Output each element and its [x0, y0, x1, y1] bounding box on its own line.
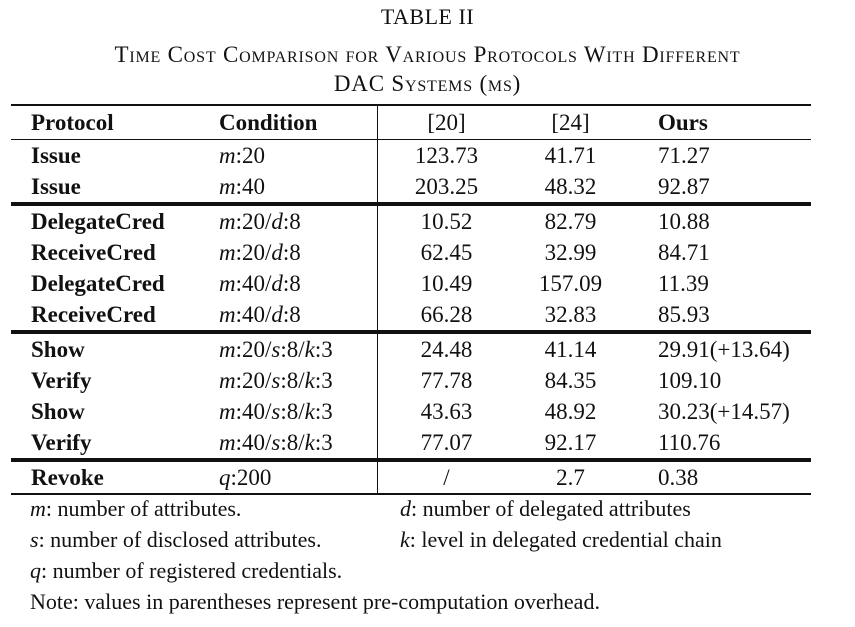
protocol-cell: Show — [11, 330, 219, 365]
ref24-cell: 2.7 — [515, 458, 626, 495]
table-header-row: Protocol Condition [20] [24] Ours — [11, 104, 811, 140]
note-q: q: number of registered credentials. — [30, 558, 343, 583]
ours-cell: 109.10 — [658, 368, 722, 393]
condition-text: q:200 — [219, 465, 272, 490]
protocol-cell: Revoke — [11, 458, 219, 495]
table-row: Revoke q:200 /2.7 0.38 — [11, 458, 811, 495]
table-row: Verify m:20/s:8/k:3 77.78 84.35 109.10 — [11, 365, 811, 396]
ref24-cell: 84.35 — [544, 368, 597, 393]
table-row: Issue m:20 123.73 41.71 71.27 — [11, 139, 811, 172]
ours-cell: 29.91(+13.64) — [626, 330, 811, 365]
table-row: Verify m:40/s:8/k:3 77.07 92.17 110.76 — [11, 427, 811, 460]
condition-text: m:40/s:8/k:3 — [219, 399, 333, 424]
ref24-cell: 32.83 — [544, 302, 597, 327]
caption-line-2: DAC Systems (ms) — [333, 71, 522, 96]
header-condition: Condition — [219, 104, 378, 140]
condition-cell: m:20/d:8 — [219, 237, 378, 268]
ours-cell: 0.38 — [626, 458, 811, 495]
header-ref24: [24] — [515, 104, 626, 140]
ref24-cell: 32.99 — [544, 240, 597, 265]
ours-cell: 30.23(+14.57) — [658, 399, 790, 424]
caption-line-1: Time Cost Comparison for Various Protoco… — [114, 42, 741, 67]
ref20-cell: 123.73 — [377, 139, 515, 171]
condition-text: m:20/d:8 — [219, 240, 301, 265]
protocol-cell: Issue — [31, 143, 81, 168]
condition-cell: m:20 — [219, 140, 378, 172]
condition-cell: q:200 — [219, 458, 378, 495]
note-d: d: number of delegated attributes — [400, 496, 691, 521]
condition-text: m:20 — [219, 143, 266, 168]
condition-cell: m:40 — [219, 171, 378, 204]
ours-cell: 71.27 — [658, 143, 710, 168]
header-ref20: [20] — [377, 104, 515, 140]
time-cost-table: Protocol Condition [20] [24] Ours Issue m… — [11, 104, 811, 495]
note-k: k: level in delegated credential chain — [400, 527, 722, 552]
ours-cell: 92.87 — [658, 174, 710, 199]
ref20-cell: 203.25 — [377, 171, 515, 204]
condition-text: m:20/s:8/k:3 — [219, 337, 333, 362]
condition-cell: m:40/s:8/k:3 — [219, 396, 378, 427]
table-row: ReceiveCred m:40/d:8 66.28 32.83 85.93 — [11, 299, 811, 332]
ours-cell: 85.93 — [658, 302, 710, 327]
condition-text: m:20/s:8/k:3 — [219, 368, 333, 393]
condition-text: m:40 — [219, 174, 266, 199]
ref20-cell: 62.45 — [377, 237, 515, 268]
condition-text: m:20/d:8 — [219, 209, 301, 234]
ref24-cell: 48.92 — [544, 399, 597, 424]
ref20-cell: 77.07 — [377, 427, 515, 460]
table-label: TABLE II — [380, 4, 475, 29]
ref20-cell: 43.63 — [377, 396, 515, 427]
table-row: ReceiveCred m:20/d:8 62.45 32.99 84.71 — [11, 237, 811, 268]
ref24-cell: 82.79 — [515, 202, 626, 237]
ref24-cell: 41.71 — [544, 143, 597, 168]
ref24-cell: 157.09 — [538, 271, 603, 296]
ref24-cell: 92.17 — [544, 430, 597, 455]
table-row: DelegateCred m:20/d:8 10.52 82.79 10.88 — [11, 202, 811, 237]
ours-cell: 110.76 — [658, 430, 721, 455]
table-row: Show m:40/s:8/k:3 43.63 48.92 30.23(+14.57) — [11, 396, 811, 427]
ref20-cell: 77.78 — [377, 365, 515, 396]
ours-cell: 84.71 — [658, 240, 710, 265]
table-row: Show m:20/s:8/k:3 24.48 41.14 29.91(+13.64) — [11, 330, 811, 365]
ref24-cell: 48.32 — [544, 174, 597, 199]
header-ours: Ours — [626, 104, 811, 140]
note-m: m: number of attributes. — [30, 496, 242, 521]
ours-cell: 11.39 — [658, 271, 709, 296]
note-precomputation: Note: values in parentheses represent pr… — [30, 589, 600, 614]
ours-cell: 10.88 — [626, 202, 811, 237]
table-caption: Time Cost Comparison for Various Protoco… — [0, 40, 855, 98]
table-row: Issue m:40 203.25 48.32 92.87 — [11, 171, 811, 204]
ref20-cell: / — [377, 458, 515, 495]
ref20-cell: 10.52 — [377, 202, 515, 237]
condition-cell: m:20/s:8/k:3 — [219, 330, 378, 365]
ref20-cell: 10.49 — [377, 268, 515, 299]
condition-cell: m:40/s:8/k:3 — [219, 427, 378, 460]
protocol-cell: ReceiveCred — [31, 302, 156, 327]
condition-cell: m:40/d:8 — [219, 268, 378, 299]
condition-cell: m:20/s:8/k:3 — [219, 365, 378, 396]
table-row: DelegateCred m:40/d:8 10.49 157.09 11.39 — [11, 268, 811, 299]
protocol-cell: Show — [31, 399, 85, 424]
condition-text: m:40/d:8 — [219, 271, 301, 296]
condition-cell: m:20/d:8 — [219, 202, 378, 237]
note-s: s: number of disclosed attributes. — [30, 527, 322, 552]
ref20-cell: 66.28 — [377, 299, 515, 332]
protocol-cell: DelegateCred — [31, 271, 165, 296]
protocol-cell: DelegateCred — [11, 202, 219, 237]
ref24-cell: 41.14 — [515, 330, 626, 365]
ref20-cell: 24.48 — [377, 330, 515, 365]
protocol-cell: Issue — [31, 174, 81, 199]
protocol-cell: ReceiveCred — [31, 240, 156, 265]
header-protocol: Protocol — [11, 104, 219, 140]
condition-text: m:40/d:8 — [219, 302, 301, 327]
condition-cell: m:40/d:8 — [219, 299, 378, 332]
table-body: Issue m:20 123.73 41.71 71.27 Issue m:40 203.25… — [11, 139, 811, 495]
protocol-cell: Verify — [31, 430, 92, 455]
protocol-cell: Verify — [31, 368, 92, 393]
condition-text: m:40/s:8/k:3 — [219, 430, 333, 455]
